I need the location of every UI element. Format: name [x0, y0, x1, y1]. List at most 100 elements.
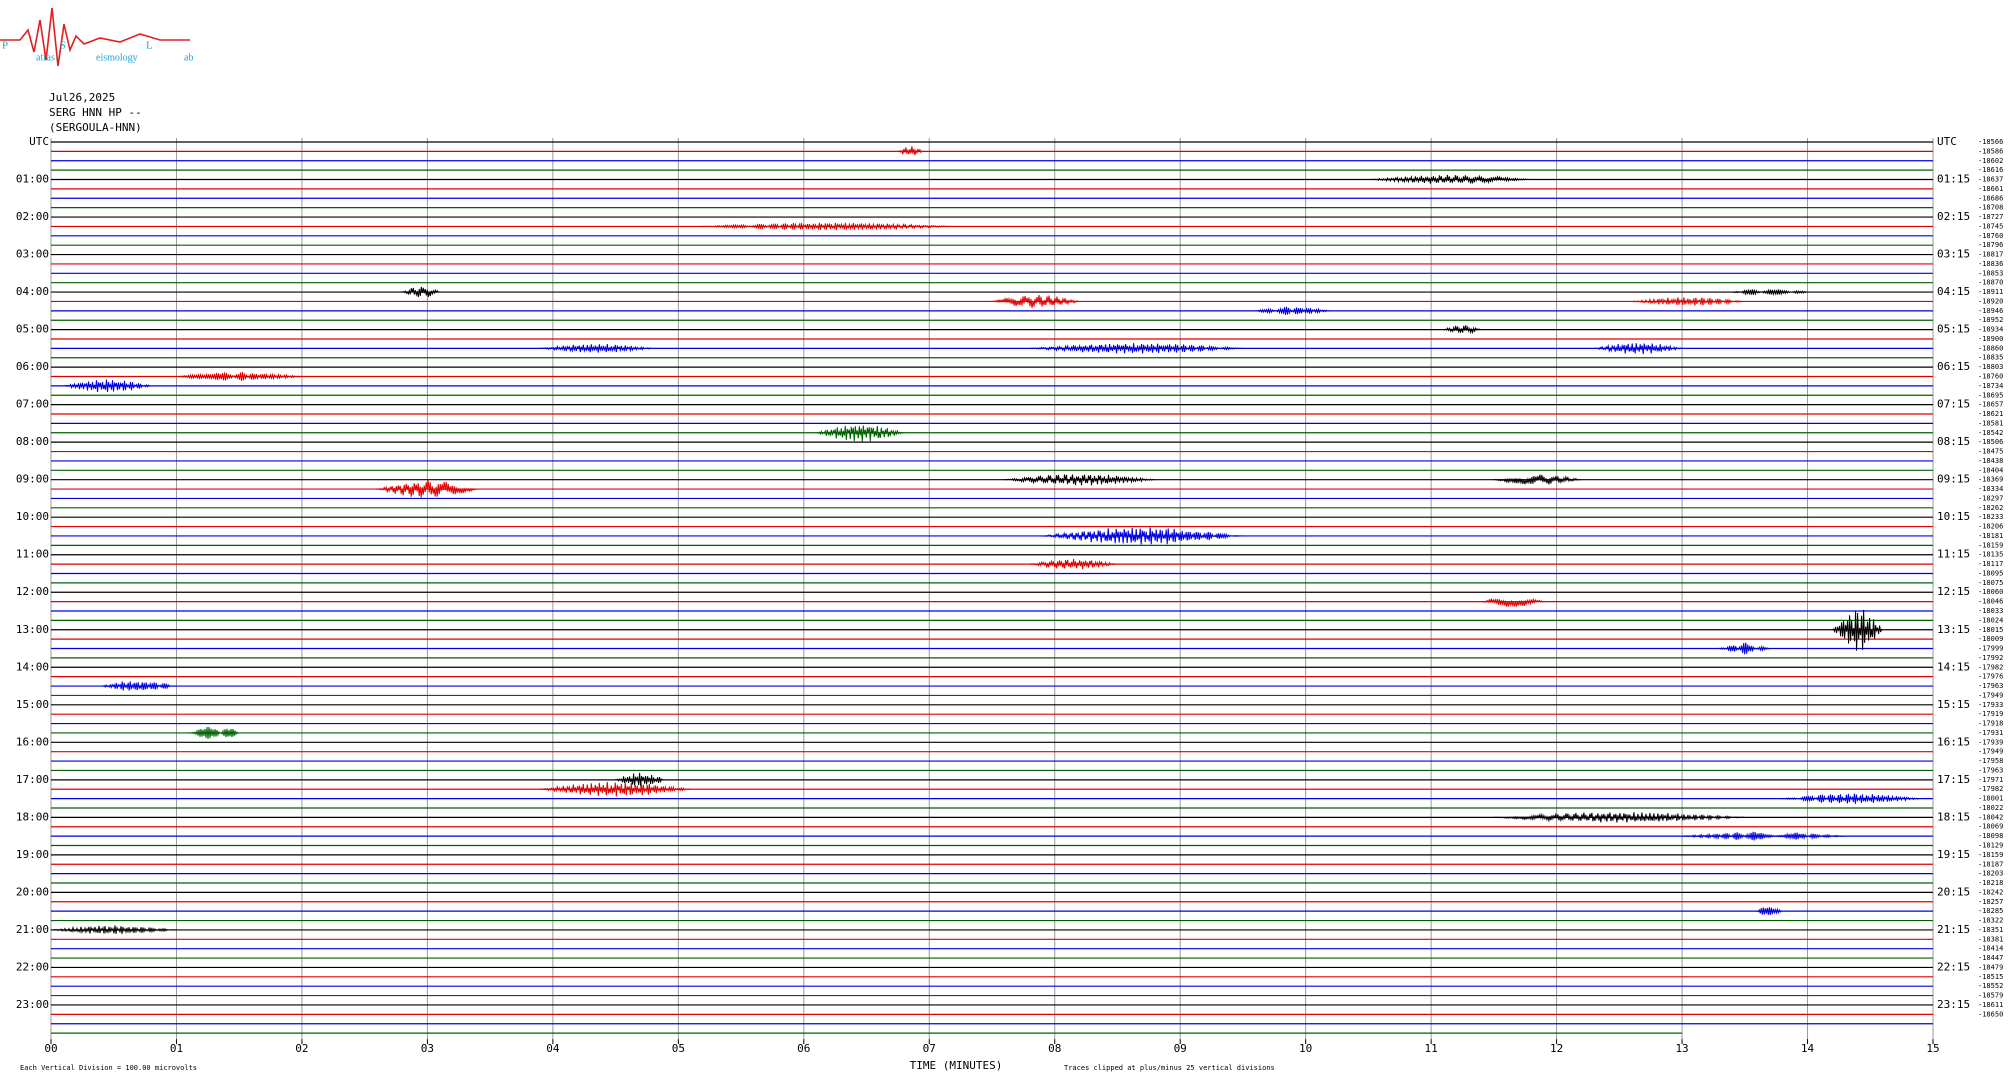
left-hour-label: 23:00 — [16, 998, 49, 1011]
right-hour-label: 14:15 — [1937, 660, 1970, 673]
seismic-event — [1004, 474, 1155, 486]
row-offset-label: -18233 — [1978, 513, 2003, 521]
row-offset-label: -18135 — [1978, 551, 2003, 559]
right-hour-label: 16:15 — [1937, 735, 1970, 748]
seismic-event — [1718, 642, 1770, 655]
seismic-event — [1443, 325, 1481, 335]
x-axis-title: TIME (MINUTES) — [910, 1059, 1003, 1072]
left-hour-label: 19:00 — [16, 848, 49, 861]
seismic-event — [897, 146, 923, 156]
row-offset-label: -17999 — [1978, 645, 2003, 653]
row-offset-label: -18621 — [1978, 410, 2003, 418]
x-tick-label: 09 — [1174, 1042, 1187, 1055]
row-offset-label: -18414 — [1978, 945, 2003, 953]
right-hour-label: 10:15 — [1937, 510, 1970, 523]
seismic-event — [1681, 831, 1846, 841]
row-offset-label: -18447 — [1978, 954, 2003, 962]
x-tick-label: 10 — [1299, 1042, 1312, 1055]
row-offset-label: -18745 — [1978, 222, 2003, 230]
row-offset-label: -18581 — [1978, 419, 2003, 427]
seismic-event — [100, 681, 177, 691]
clip-note: Traces clipped at plus/minus 25 vertical… — [1064, 1064, 1275, 1072]
row-offset-label: -18803 — [1978, 363, 2003, 371]
right-hour-label: 20:15 — [1937, 885, 1970, 898]
row-offset-label: -18187 — [1978, 860, 2003, 868]
right-hour-label: 19:15 — [1937, 848, 1970, 861]
right-hour-label: 23:15 — [1937, 998, 1970, 1011]
row-offset-label: -17949 — [1978, 691, 2003, 699]
logo-letter: L — [146, 40, 153, 52]
x-tick-label: 00 — [44, 1042, 57, 1055]
row-offset-label: -18542 — [1978, 429, 2003, 437]
row-offset-label: -18911 — [1978, 288, 2003, 296]
station: SERG HNN HP -- — [49, 106, 142, 119]
row-offset-label: -18285 — [1978, 907, 2003, 915]
left-hour-label: 13:00 — [16, 623, 49, 636]
row-offset-label: -18203 — [1978, 870, 2003, 878]
right-hour-label: 07:15 — [1937, 398, 1970, 411]
row-offset-label: -18060 — [1978, 588, 2003, 596]
row-offset-label: -18095 — [1978, 569, 2003, 577]
row-offset-label: -18218 — [1978, 879, 2003, 887]
row-offset-label: -17919 — [1978, 710, 2003, 718]
row-offset-label: -18181 — [1978, 532, 2003, 540]
row-offset-label: -18616 — [1978, 166, 2003, 174]
row-offset-label: -18475 — [1978, 448, 2003, 456]
row-offset-label: -18579 — [1978, 992, 2003, 1000]
row-offset-label: -18796 — [1978, 241, 2003, 249]
site: (SERGOULA-HNN) — [49, 121, 142, 134]
x-tick-label: 13 — [1675, 1042, 1688, 1055]
row-offset-label: -18242 — [1978, 888, 2003, 896]
row-offset-label: -17949 — [1978, 748, 2003, 756]
x-tick-label: 04 — [546, 1042, 560, 1055]
x-tick-label: 02 — [295, 1042, 308, 1055]
seismic-event — [1756, 907, 1783, 916]
row-offset-label: -18686 — [1978, 194, 2003, 202]
row-offset-label: -17958 — [1978, 757, 2003, 765]
row-offset-label: -18117 — [1978, 560, 2003, 568]
seismic-event — [1493, 474, 1581, 485]
logo-letter: P — [2, 40, 8, 52]
row-offset-label: -18001 — [1978, 795, 2003, 803]
left-hour-label: 22:00 — [16, 960, 49, 973]
row-offset-label: -18760 — [1978, 373, 2003, 381]
right-hour-label: 22:15 — [1937, 960, 1970, 973]
row-offset-label: -18369 — [1978, 476, 2003, 484]
row-offset-label: -17976 — [1978, 673, 2003, 681]
row-offset-label: -18159 — [1978, 851, 2003, 859]
row-offset-label: -18069 — [1978, 823, 2003, 831]
row-offset-label: -18760 — [1978, 232, 2003, 240]
left-hour-label: 15:00 — [16, 698, 49, 711]
row-offset-label: -18206 — [1978, 523, 2003, 531]
row-offset-label: -18042 — [1978, 813, 2003, 821]
row-offset-label: -18708 — [1978, 204, 2003, 212]
x-tick-label: 14 — [1801, 1042, 1815, 1055]
row-offset-label: -18602 — [1978, 157, 2003, 165]
left-hour-label: 10:00 — [16, 510, 49, 523]
row-offset-label: -18586 — [1978, 147, 2003, 155]
seismic-event — [376, 480, 478, 498]
row-offset-label: -18552 — [1978, 982, 2003, 990]
row-offset-label: -18860 — [1978, 344, 2003, 352]
seismic-event — [1493, 812, 1744, 823]
seismic-event — [1592, 343, 1682, 355]
seismic-event — [401, 286, 440, 298]
scale-note: Each Vertical Division = 100.00 microvol… — [20, 1064, 197, 1072]
seismic-event — [615, 772, 666, 787]
row-offset-label: -18129 — [1978, 842, 2003, 850]
seismic-event — [1631, 297, 1744, 306]
row-offset-label: -18404 — [1978, 466, 2003, 474]
row-offset-label: -17918 — [1978, 720, 2003, 728]
x-tick-label: 07 — [923, 1042, 936, 1055]
left-hour-label: 01:00 — [16, 173, 49, 186]
right-hour-label: 18:15 — [1937, 810, 1970, 823]
right-hour-label: 13:15 — [1937, 623, 1970, 636]
left-hour-label: 21:00 — [16, 923, 49, 936]
row-offset-label: -17982 — [1978, 785, 2003, 793]
left-hour-label: 14:00 — [16, 660, 49, 673]
seismic-event — [1255, 306, 1331, 316]
row-offset-label: -18934 — [1978, 326, 2003, 334]
row-offset-label: -18159 — [1978, 541, 2003, 549]
